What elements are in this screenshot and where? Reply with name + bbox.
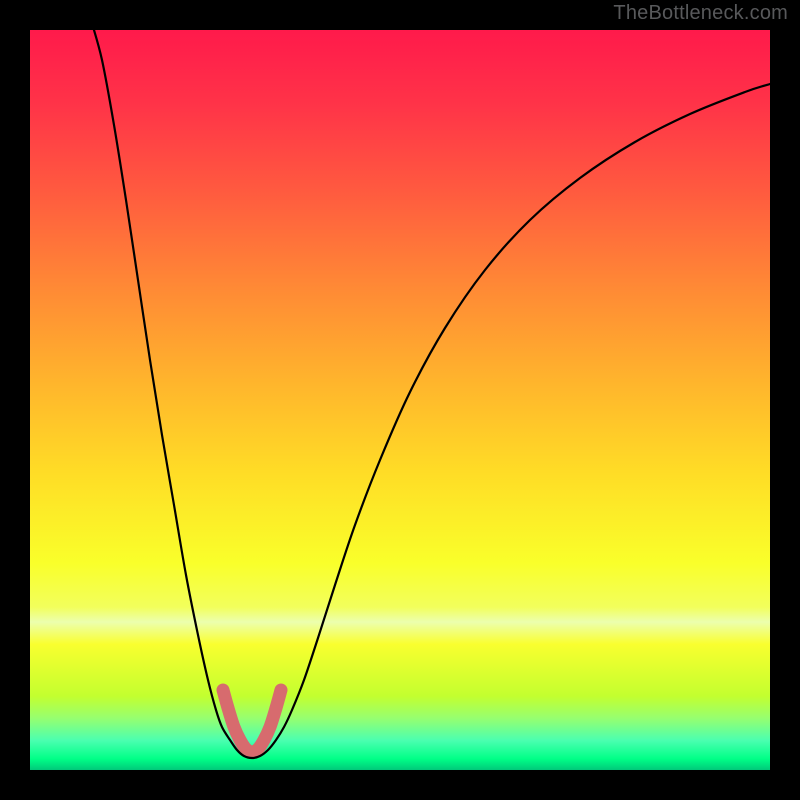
bottleneck-curve [30,30,770,770]
watermark-text: TheBottleneck.com [613,2,788,25]
chart-plot-area [30,30,770,770]
curve-main-line [91,30,770,758]
